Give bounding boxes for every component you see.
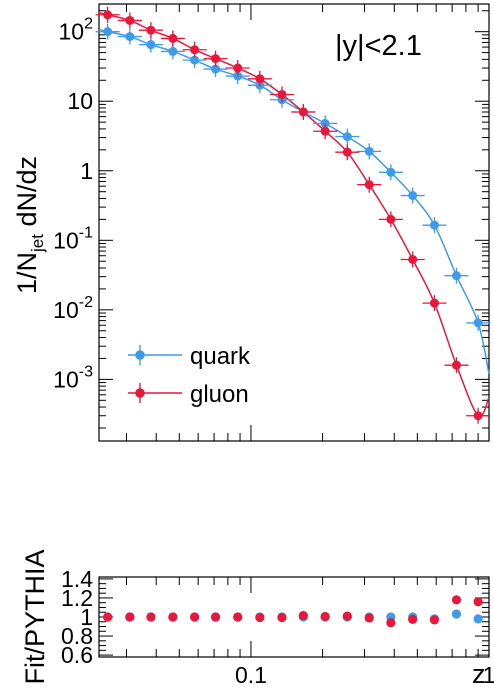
ratio-axes: 0.60.811.21.40.1 1 — [61, 566, 494, 688]
legend-label-gluon: gluon — [190, 381, 249, 408]
gluon-data-point — [190, 45, 200, 55]
gluon-data-point — [103, 10, 113, 20]
y-tick-label: 10-1 — [53, 224, 93, 253]
gluon-ratio-point — [364, 613, 374, 623]
ratio-data-points — [103, 595, 483, 628]
quark-ratio-point — [451, 609, 462, 619]
gluon-ratio-point — [342, 611, 352, 621]
legend: quark gluon — [128, 343, 251, 408]
quark-data-point — [429, 220, 439, 230]
rapidity-annotation: |y|<2.1 — [335, 30, 422, 62]
main-plot-frame — [98, 3, 490, 442]
gluon-ratio-point — [146, 612, 156, 622]
y-axis-label-ratio: Fit/PYTHIA — [20, 549, 50, 684]
gluon-ratio-point — [168, 612, 178, 622]
y-tick-label-exponent: -2 — [79, 294, 93, 311]
y-tick-label: 10-3 — [53, 363, 93, 392]
gluon-ratio-point — [298, 610, 308, 621]
gluon-data-point — [408, 254, 418, 264]
quark-data-point — [125, 32, 135, 42]
gluon-ratio-point — [190, 612, 200, 622]
gluon-data-point — [168, 33, 178, 43]
gluon-ratio-point — [451, 595, 462, 605]
gluon-data-point — [125, 15, 135, 25]
y-tick-label: 1 — [80, 158, 93, 184]
main-data-points — [95, 6, 491, 424]
y-tick-label-base: 10 — [53, 297, 79, 323]
gluon-data-point — [233, 63, 243, 73]
ratio-y-tick-label: 1.2 — [61, 585, 93, 611]
gluon-ratio-point — [210, 612, 221, 622]
quark-data-point — [211, 64, 221, 74]
gluon-ratio-point — [320, 611, 330, 622]
y-tick-label: 102 — [59, 16, 94, 45]
quark-data-point — [103, 27, 113, 37]
quark-data-point — [451, 271, 461, 281]
y-tick-label-base: 10 — [53, 366, 79, 392]
gluon-ratio-point — [255, 612, 265, 623]
gluon-ratio-point — [125, 612, 135, 622]
gluon-data-point — [255, 74, 265, 84]
gluon-data-point — [386, 214, 396, 224]
gluon-data-point — [146, 25, 156, 35]
x-tick-label: 1 — [483, 662, 494, 688]
quark-data-point — [364, 146, 374, 156]
y-axis-label-part: dN/dz — [12, 156, 42, 234]
y-tick-label-base: 10 — [53, 227, 79, 253]
quark-data-point — [386, 167, 396, 177]
x-tick-label: 0.1 — [235, 662, 267, 688]
legend-marker-dot — [135, 350, 145, 360]
ratio-y-tick-label: 0.6 — [61, 642, 93, 668]
gluon-data-point — [342, 147, 352, 157]
gluon-ratio-point — [233, 612, 243, 622]
y-tick-label-exponent: -1 — [79, 224, 93, 241]
gluon-data-point — [364, 180, 374, 190]
quark-data-point — [342, 132, 352, 142]
quark-data-point — [408, 191, 418, 201]
quark-data-point — [190, 55, 200, 65]
gluon-data-point — [211, 54, 221, 64]
quark-data-point — [168, 46, 178, 56]
gluon-data-point — [451, 360, 461, 370]
y-tick-label: 10 — [67, 88, 93, 114]
gluon-data-point — [298, 107, 308, 117]
quark-data-point — [473, 318, 483, 328]
y-tick-label-exponent: -3 — [79, 363, 93, 380]
ratio-y-tick-label: 1 — [80, 604, 93, 630]
gluon-data-point — [320, 126, 330, 136]
y-axis-label-main: 1/Njet dN/dz — [12, 156, 47, 294]
ratio-y-tick-label: 0.8 — [61, 623, 93, 649]
gluon-ratio-point — [277, 612, 287, 623]
gluon-ratio-point — [473, 597, 483, 607]
y-tick-label-exponent: 2 — [84, 16, 93, 33]
y-tick-label-base: 10 — [59, 19, 85, 45]
gluon-ratio-point — [386, 618, 396, 628]
gluon-ratio-point — [103, 612, 113, 622]
legend-label-quark: quark — [190, 343, 251, 370]
quark-ratio-point — [473, 614, 483, 624]
gluon-ratio-point — [408, 614, 418, 624]
gluon-data-point — [429, 298, 439, 308]
y-axis-label-subscript: jet — [28, 234, 47, 253]
quark-data-point — [146, 40, 156, 50]
gluon-ratio-point — [429, 615, 440, 625]
y-tick-label: 10-2 — [53, 294, 93, 323]
legend-marker-dot — [135, 388, 145, 398]
x-axis-label: z — [472, 659, 486, 689]
gluon-data-point — [473, 411, 483, 421]
y-axis-label-part: 1/N — [12, 252, 42, 294]
gluon-data-point — [277, 89, 287, 99]
quark-data-point — [233, 71, 243, 81]
ratio-y-tick-label: 1.4 — [61, 566, 93, 592]
